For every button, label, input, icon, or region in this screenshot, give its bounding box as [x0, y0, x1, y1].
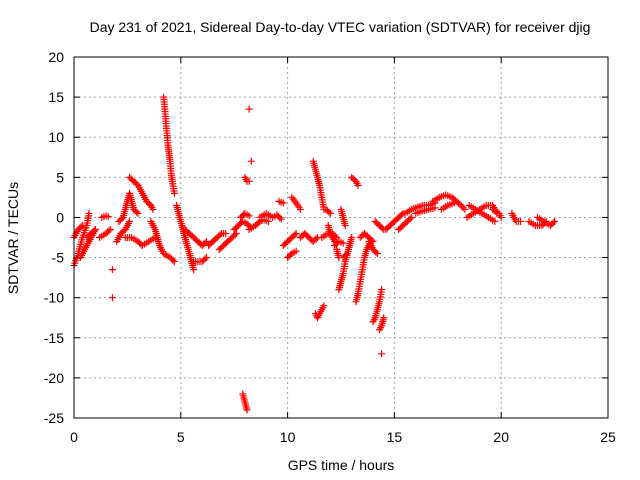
data-point	[354, 181, 362, 189]
data-point	[343, 250, 351, 258]
data-point	[348, 234, 356, 241]
x-tick-labels: 0 5 10 15 20 25	[70, 429, 616, 445]
y-tick-label: 10	[48, 129, 64, 145]
data-point	[276, 214, 284, 222]
data-point	[134, 209, 142, 217]
data-point	[243, 406, 251, 414]
data-point	[296, 205, 304, 213]
data-point	[264, 217, 272, 225]
data-point	[516, 217, 524, 225]
data-point	[372, 248, 380, 256]
data-point	[105, 227, 113, 235]
data-point	[170, 258, 178, 266]
y-tick-label: 20	[48, 49, 64, 65]
data-point	[222, 229, 230, 237]
data-point	[291, 231, 299, 239]
data-point	[407, 213, 415, 221]
data-point	[341, 221, 349, 229]
plot-frame	[73, 56, 609, 419]
data-point	[342, 251, 350, 259]
data-point	[339, 239, 347, 247]
data-point	[149, 205, 157, 213]
data-point	[549, 219, 557, 227]
data-point	[497, 213, 505, 221]
data-point	[126, 217, 134, 225]
x-tick-label: 10	[280, 429, 296, 445]
data-point	[216, 231, 224, 239]
y-axis-label: SDTVAR / TECUs	[5, 182, 21, 294]
data-point	[245, 212, 253, 220]
data-point	[245, 105, 253, 113]
chart-title: Day 231 of 2021, Sidereal Day-to-day VTE…	[90, 19, 591, 35]
y-tick-labels: -25 -20 -15 -10 -5 0 5 10 15 20	[44, 49, 64, 426]
data-point	[450, 199, 458, 207]
data-point	[406, 215, 414, 223]
data-point	[232, 229, 240, 237]
data-point	[380, 314, 388, 322]
data-point	[491, 217, 499, 225]
y-tick-label: -15	[44, 330, 64, 346]
data-point	[91, 225, 99, 233]
y-tick-label: -5	[52, 250, 65, 266]
data-point	[459, 204, 467, 212]
data-point	[245, 177, 253, 185]
data-point	[458, 202, 466, 210]
data-point	[247, 157, 255, 165]
data-point	[108, 266, 116, 274]
data-points	[70, 93, 559, 414]
data-point	[190, 266, 198, 274]
data-point	[279, 199, 287, 207]
data-point	[170, 189, 178, 197]
x-tick-label: 0	[70, 429, 78, 445]
data-point	[456, 201, 464, 209]
data-point	[201, 255, 209, 263]
data-point	[551, 217, 559, 225]
data-point	[108, 294, 116, 302]
data-point	[77, 223, 85, 231]
data-point	[201, 239, 209, 247]
y-tick-label: 0	[56, 209, 64, 225]
data-point	[378, 286, 386, 294]
data-point	[106, 225, 114, 233]
x-tick-label: 25	[600, 429, 616, 445]
x-tick-label: 5	[177, 429, 185, 445]
x-tick-label: 20	[493, 429, 509, 445]
x-tick-label: 15	[387, 429, 403, 445]
data-point	[104, 213, 112, 221]
data-point	[277, 215, 285, 223]
y-tick-label: -20	[44, 370, 64, 386]
data-point	[90, 227, 98, 235]
data-point	[373, 250, 381, 258]
data-point	[292, 229, 300, 237]
data-point	[169, 256, 177, 264]
data-point	[254, 219, 262, 227]
data-point	[202, 254, 210, 262]
y-tick-label: -25	[44, 410, 64, 426]
data-point	[231, 231, 239, 239]
data-point	[292, 247, 300, 255]
y-tick-label: 5	[56, 169, 64, 185]
data-point	[312, 235, 320, 243]
data-point	[378, 350, 386, 358]
data-point	[326, 209, 334, 217]
x-axis-label: GPS time / hours	[288, 457, 395, 473]
data-point	[461, 205, 469, 213]
data-point	[325, 208, 333, 216]
data-point	[286, 251, 294, 259]
data-point	[320, 302, 328, 310]
data-point	[133, 208, 141, 216]
data-point	[398, 211, 406, 219]
data-point	[79, 221, 87, 229]
y-tick-label: -10	[44, 290, 64, 306]
data-point	[431, 204, 439, 212]
y-tick-label: 15	[48, 89, 64, 105]
data-point	[202, 238, 210, 246]
data-point	[85, 209, 93, 217]
